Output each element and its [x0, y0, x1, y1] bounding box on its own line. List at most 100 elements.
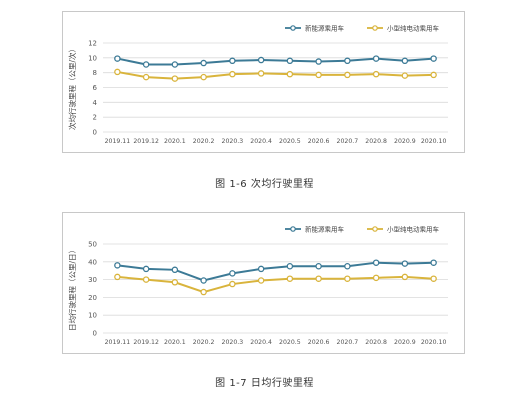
trip-data-point	[315, 58, 322, 65]
chart-trip-mileage: 0 2 4 6 8 10 12 2019.11 2019.12 2020.1 2020.2 2020.…	[62, 11, 465, 153]
trip-data-point	[286, 57, 294, 65]
daily-data-point	[401, 273, 409, 281]
daily-data-point	[344, 275, 351, 282]
trip-data-point	[142, 73, 150, 81]
trip-data-point	[114, 55, 121, 62]
chart-trip-mileage-svg: 0 2 4 6 8 10 12 2019.11 2019.12 2020.1 2020.2 2020.…	[67, 24, 448, 145]
chart-daily-mileage-svg: 0 10 20 30 40 50 2019.11 2019.12 2020.1 2020.2 202…	[67, 225, 448, 346]
trip-data-point	[401, 57, 409, 65]
trip-data-point	[200, 59, 207, 67]
trip-xtick-label: 2020.9	[394, 138, 416, 145]
daily-data-point	[401, 260, 409, 267]
daily-xtick-label: 2020.4	[250, 339, 272, 346]
trip-ytick-label: 10	[88, 54, 97, 62]
chart-daily-mileage: 0 10 20 30 40 50 2019.11 2019.12 2020.1 2020.2 202…	[62, 212, 465, 354]
daily-xtick-label: 2020.6	[308, 339, 330, 346]
trip-data-point	[286, 70, 294, 78]
daily-data-point	[171, 279, 179, 286]
daily-xtick-label: 2020.9	[394, 339, 416, 346]
daily-data-point	[344, 263, 351, 270]
daily-data-point	[229, 270, 236, 277]
daily-ylabel: 日均行驶里程（公里/日）	[67, 246, 77, 331]
daily-xtick-label: 2020.2	[193, 339, 215, 346]
daily-xtick-label: 2020.10	[421, 339, 447, 346]
trip-data-point	[344, 57, 351, 65]
trip-data-point	[229, 57, 236, 65]
daily-ytick-label: 50	[88, 241, 97, 249]
trip-legend-marker	[372, 25, 378, 31]
trip-legend-marker	[290, 25, 296, 31]
trip-xtick-label: 2020.4	[250, 138, 272, 145]
daily-ytick-label: 10	[88, 312, 97, 320]
trip-xtick-label: 2020.8	[365, 138, 387, 145]
trip-xtick-label: 2020.7	[337, 138, 359, 145]
daily-series-line	[117, 275, 434, 294]
trip-ytick-label: 0	[93, 129, 97, 137]
daily-legend-label: 新能源乘用车	[305, 225, 345, 234]
trip-xtick-label: 2020.10	[421, 138, 447, 145]
trip-legend-label: 新能源乘用车	[305, 24, 345, 33]
trip-data-point	[430, 71, 437, 79]
trip-data-point	[200, 73, 207, 81]
daily-legend-marker	[290, 226, 296, 232]
daily-data-point	[286, 263, 294, 270]
daily-legend-marker	[372, 226, 378, 232]
daily-data-point	[142, 265, 150, 273]
daily-series-line	[117, 261, 434, 282]
trip-legend-label: 小型纯电动乘用车	[387, 24, 440, 33]
trip-xtick-label: 2020.3	[222, 138, 244, 145]
daily-ytick-label: 0	[93, 330, 97, 338]
daily-xtick-label: 2020.8	[365, 339, 387, 346]
trip-xtick-label: 2020.5	[279, 138, 301, 145]
trip-data-point	[344, 71, 351, 79]
trip-xtick-label: 2020.2	[193, 138, 215, 145]
chart-daily-mileage-caption: 图 1-7 日均行驶里程	[215, 378, 314, 389]
trip-xtick-label: 2019.12	[133, 138, 159, 145]
chart-trip-mileage-caption: 图 1-6 次均行驶里程	[215, 179, 314, 190]
daily-xtick-label: 2019.12	[133, 339, 159, 346]
daily-xtick-label: 2020.5	[279, 339, 301, 346]
daily-data-point	[372, 259, 380, 266]
trip-ytick-label: 12	[88, 40, 97, 48]
daily-legend-label: 小型纯电动乘用车	[387, 225, 440, 234]
trip-xtick-label: 2019.11	[105, 138, 131, 145]
daily-xtick-label: 2020.3	[222, 339, 244, 346]
trip-data-point	[142, 61, 150, 68]
trip-data-point	[229, 70, 236, 78]
daily-xtick-label: 2020.7	[337, 339, 359, 346]
trip-data-point	[171, 75, 179, 82]
daily-data-point	[315, 263, 322, 270]
daily-data-point	[114, 273, 121, 281]
trip-data-point	[315, 71, 322, 79]
trip-xtick-label: 2020.6	[308, 138, 330, 145]
daily-data-point	[142, 276, 150, 283]
trip-ytick-label: 2	[93, 114, 97, 122]
trip-ylabel: 次均行驶里程（公里/次）	[67, 45, 77, 130]
daily-xtick-label: 2019.11	[105, 339, 131, 346]
daily-data-point	[315, 275, 322, 282]
daily-ytick-label: 20	[88, 294, 97, 302]
daily-ytick-label: 30	[88, 276, 97, 284]
daily-data-point	[229, 280, 236, 288]
trip-ytick-label: 6	[93, 84, 98, 92]
trip-data-point	[114, 68, 121, 76]
trip-data-point	[401, 72, 409, 79]
daily-data-point	[372, 274, 380, 282]
trip-ytick-label: 8	[93, 69, 97, 77]
trip-series-line	[117, 57, 434, 66]
daily-data-point	[257, 265, 265, 273]
trip-series-line	[117, 70, 434, 80]
trip-data-point	[257, 70, 265, 77]
trip-data-point	[372, 70, 380, 78]
trip-data-point	[430, 55, 437, 62]
daily-data-point	[430, 275, 437, 282]
daily-data-point	[114, 262, 121, 269]
daily-data-point	[200, 277, 207, 284]
trip-ytick-label: 4	[93, 99, 98, 107]
daily-data-point	[257, 277, 265, 284]
trip-data-point	[257, 56, 265, 64]
daily-ytick-label: 40	[88, 258, 97, 266]
daily-data-point	[430, 259, 437, 266]
daily-data-point	[171, 266, 179, 274]
daily-xtick-label: 2020.1	[164, 339, 186, 346]
